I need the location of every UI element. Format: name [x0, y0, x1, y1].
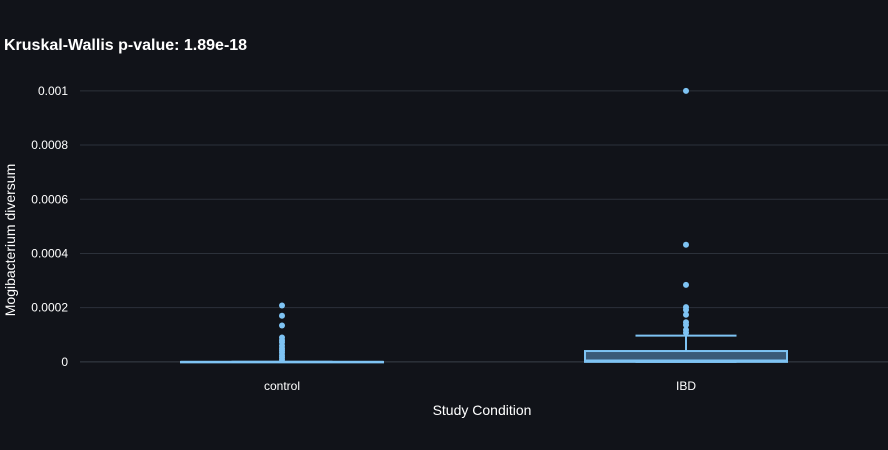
outlier-point	[683, 281, 689, 288]
box-plots	[180, 87, 788, 364]
box-ibd	[584, 87, 788, 363]
outlier-point	[279, 356, 285, 363]
outlier-point	[683, 311, 689, 318]
outlier-point	[279, 302, 285, 309]
y-tick-label: 0.0008	[31, 138, 68, 152]
x-tick-label: IBD	[676, 379, 696, 393]
outlier-point	[279, 322, 285, 329]
outlier-point	[683, 329, 689, 336]
y-tick-label: 0.0006	[31, 192, 68, 206]
y-tick-label: 0.001	[38, 84, 68, 98]
y-tick-label: 0.0004	[31, 246, 68, 260]
chart-title: Kruskal-Wallis p-value: 1.89e-18	[4, 37, 247, 54]
gridlines	[80, 90, 888, 363]
outlier-point	[683, 306, 689, 313]
outlier-point	[683, 322, 689, 329]
outlier-point	[683, 241, 689, 248]
y-axis-title: Mogibacterium diversum	[2, 164, 18, 317]
iqr-box	[584, 350, 788, 363]
outlier-point	[279, 312, 285, 319]
y-tick-label: 0	[61, 355, 68, 369]
x-axis-ticks: control IBD	[264, 379, 696, 393]
x-tick-label: control	[264, 379, 300, 393]
box-control	[180, 302, 384, 364]
y-axis-ticks: 0 0.0002 0.0004 0.0006 0.0008 0.001	[31, 84, 68, 369]
y-tick-label: 0.0002	[31, 301, 68, 315]
outlier-point	[683, 87, 689, 94]
x-axis-title: Study Condition	[433, 402, 532, 418]
